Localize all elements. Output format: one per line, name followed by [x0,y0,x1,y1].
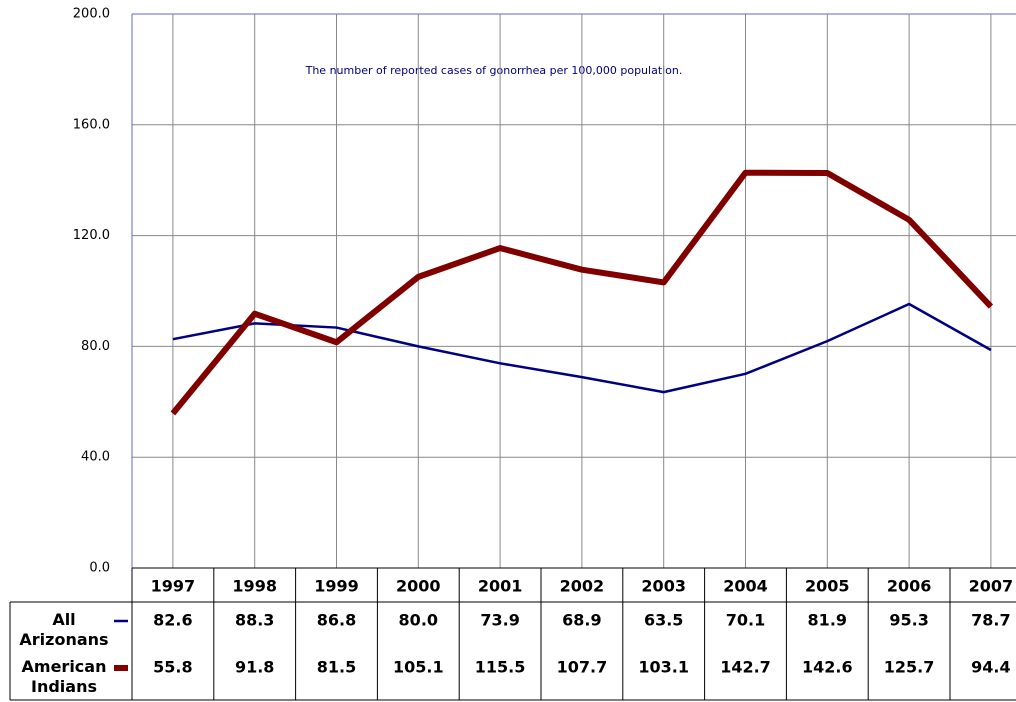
x-tick-label: 2004 [723,577,768,596]
annotation: The number of reported cases of gonorrhe… [305,64,683,77]
data-table-value: 142.6 [802,658,853,677]
x-tick-label: 1997 [151,577,196,596]
data-table-value: 78.7 [971,611,1010,630]
x-tick-label: 2005 [805,577,850,596]
x-tick-label: 2000 [396,577,441,596]
series-line [170,169,994,416]
data-table-value: 68.9 [562,611,601,630]
y-tick-label: 80.0 [81,339,110,354]
data-table-value: 81.5 [317,658,356,677]
data-table-value: 103.1 [638,658,689,677]
data-table-value: 142.7 [720,658,771,677]
data-table-value: 81.9 [808,611,847,630]
y-tick-label: 200.0 [73,7,110,22]
y-tick-label: 160.0 [73,117,110,132]
data-table-value: 86.8 [317,611,356,630]
data-table-value: 115.5 [475,658,526,677]
x-tick-label: 2001 [478,577,523,596]
data-table-value: 94.4 [971,658,1010,677]
data-table-value: 80.0 [399,611,438,630]
legend-label: American Indians [21,657,107,696]
data-table-value: 70.1 [726,611,765,630]
data-table-value: 105.1 [393,658,444,677]
series-line [172,302,992,394]
x-tick-label: 2007 [969,577,1014,596]
data-table-value: 95.3 [889,611,928,630]
data-table-value: 73.9 [480,611,519,630]
data-table-value: 91.8 [235,658,274,677]
x-tick-label: 2003 [641,577,686,596]
y-tick-label: 120.0 [73,228,110,243]
data-table-value: 107.7 [557,658,608,677]
x-tick-label: 1999 [314,577,359,596]
legend-label: All Arizonans [19,610,109,649]
data-table-value: 125.7 [884,658,935,677]
y-tick-label: 40.0 [81,450,110,465]
data-table-value: 55.8 [153,658,192,677]
x-tick-label: 2006 [887,577,932,596]
y-tick-label: 0.0 [89,561,110,576]
x-tick-label: 2002 [560,577,605,596]
data-table-value: 88.3 [235,611,274,630]
data-table-value: 82.6 [153,611,192,630]
x-tick-label: 1998 [232,577,277,596]
data-table-value: 63.5 [644,611,683,630]
